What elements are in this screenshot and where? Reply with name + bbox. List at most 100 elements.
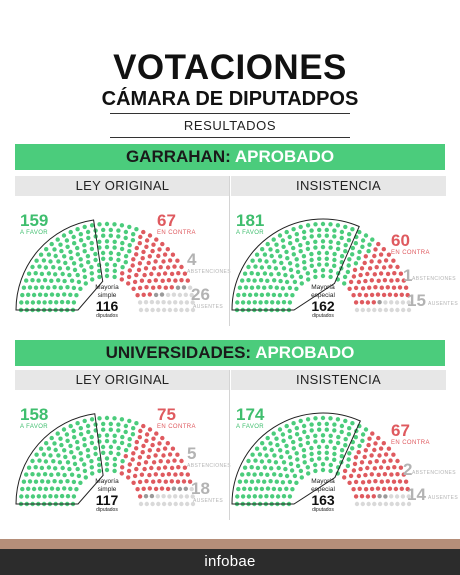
seat-contra (395, 458, 400, 464)
seat-absent (372, 501, 377, 507)
seat-favor (83, 475, 89, 480)
seat-favor (255, 271, 261, 277)
seat-contra (397, 285, 403, 290)
majority-unit: diputados (96, 313, 118, 319)
seat-favor (265, 292, 271, 297)
seat-contra (131, 480, 136, 485)
seat-absent (179, 501, 184, 507)
seat-contra (367, 285, 372, 290)
seat-contra (363, 472, 368, 478)
seat-contra (132, 279, 138, 285)
seat-favor (280, 480, 286, 485)
seat-favor (69, 450, 74, 455)
seat-contra (375, 292, 381, 297)
seat-favor (116, 228, 121, 233)
seat-favor (252, 472, 257, 477)
seat-contra (147, 427, 153, 432)
seat-contra (179, 458, 184, 464)
seat-favor (324, 233, 329, 238)
seat-favor (93, 251, 98, 257)
seat-favor (302, 429, 307, 435)
seat-favor (284, 443, 289, 449)
seat-favor (46, 285, 51, 290)
seat-favor (48, 300, 53, 305)
seat-favor (53, 466, 58, 471)
favor-count: 158 (20, 405, 49, 424)
seat-favor (59, 248, 64, 254)
seat-favor (328, 462, 333, 468)
seat-favor (242, 465, 248, 470)
seat-favor (254, 252, 260, 257)
seat-favor (97, 416, 102, 421)
panel-separator (229, 176, 230, 326)
hemicycle-chart (231, 412, 412, 507)
seat-favor (274, 436, 279, 441)
favor-count: 181 (236, 211, 265, 230)
seat-contra (120, 271, 125, 276)
seat-absent (144, 501, 149, 507)
seat-contra (395, 278, 400, 283)
abstention-count: 4 (187, 250, 197, 269)
seat-favor (90, 471, 95, 476)
seat-favor (65, 244, 70, 249)
seat-contra (165, 247, 170, 252)
seat-favor (36, 278, 41, 283)
seat-favor (89, 223, 95, 228)
seat-favor (302, 460, 307, 465)
seat-contra (165, 486, 171, 492)
seat-absent (394, 300, 400, 305)
seat-favor (85, 229, 91, 235)
seat-favor (85, 423, 91, 429)
seat-favor (60, 271, 65, 277)
seat-favor (264, 259, 269, 264)
seat-favor (30, 300, 36, 305)
seat-favor (235, 494, 240, 499)
seat-favor (324, 256, 329, 261)
seat-favor (48, 494, 53, 499)
seat-favor (82, 437, 87, 442)
seat-favor (119, 440, 125, 446)
seat-favor (86, 235, 91, 241)
majority-number: 116 (95, 298, 119, 314)
seat-contra (399, 486, 404, 491)
seat-favor (271, 431, 276, 436)
seat-favor (252, 278, 257, 283)
seat-contra (163, 285, 168, 290)
seat-favor (302, 235, 307, 241)
seat-favor (65, 300, 71, 305)
seat-contra (405, 292, 410, 298)
seat-favor (353, 261, 359, 266)
seat-favor (75, 272, 80, 278)
seat-contra (351, 487, 356, 492)
seat-favor (78, 286, 83, 291)
seat-favor (40, 479, 45, 484)
seat-absent (138, 307, 144, 313)
seat-favor (360, 432, 366, 437)
seat-favor (19, 300, 24, 305)
seat-favor (43, 265, 49, 270)
seat-favor (101, 256, 106, 261)
panel-universidades-insistencia: INSISTENCIA 174 A FAVOR 67 EN CONTRA 2 A… (231, 370, 458, 530)
seat-favor (255, 465, 261, 471)
seat-favor (237, 285, 243, 290)
footer-stripe (0, 539, 460, 549)
seat-favor (309, 257, 314, 263)
seat-favor (116, 445, 121, 451)
seat-favor (291, 446, 296, 451)
seat-favor (131, 426, 136, 431)
seat-favor (250, 452, 255, 457)
seat-contra (157, 247, 162, 252)
seat-favor (350, 446, 355, 451)
seat-favor (65, 494, 71, 499)
seat-favor (353, 435, 358, 440)
seat-contra (134, 446, 139, 451)
seat-favor (275, 248, 280, 254)
seat-contra (395, 472, 400, 477)
seat-favor (320, 433, 326, 438)
seat-favor (328, 274, 333, 280)
seat-contra (140, 256, 145, 261)
seat-contra (158, 265, 163, 270)
seat-favor (277, 293, 283, 298)
seat-favor (31, 292, 37, 298)
seat-favor (30, 494, 36, 499)
